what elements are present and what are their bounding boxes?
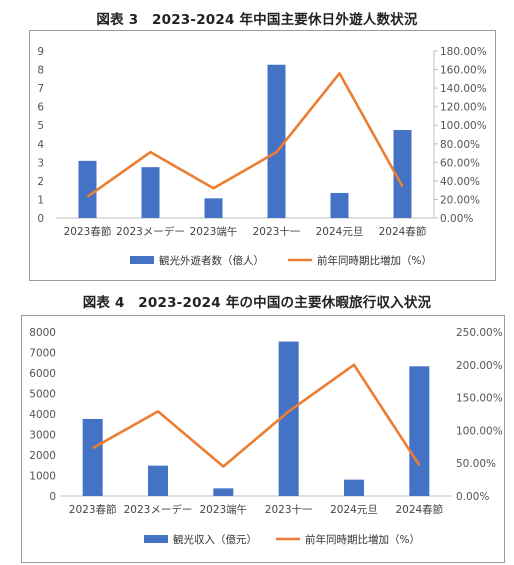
- left-axis-tick-label: 8000: [29, 327, 56, 339]
- category-label: 2023十一: [253, 225, 301, 238]
- right-axis-tick-label: 0.00%: [440, 213, 473, 225]
- legend-label-line: 前年同時期比増加（%）: [317, 254, 432, 267]
- bar: [344, 479, 364, 496]
- bar: [204, 198, 223, 218]
- left-axis-tick-label: 2000: [29, 450, 56, 462]
- bar: [213, 488, 234, 496]
- right-axis-tick-label: 150.00%: [456, 393, 503, 405]
- legend-label-bar: 観光収入（億元）: [173, 533, 257, 546]
- left-axis-tick-label: 4000: [29, 409, 56, 421]
- right-axis-tick-label: 20.00%: [440, 194, 480, 206]
- series-line: [92, 363, 421, 468]
- category-label: 2023十一: [265, 503, 313, 516]
- category-label: 2023春節: [69, 503, 117, 516]
- right-axis-tick-label: 80.00%: [440, 139, 480, 151]
- category-label: 2024春節: [395, 503, 443, 516]
- bar: [409, 366, 430, 496]
- bar: [267, 64, 286, 218]
- bar: [78, 160, 97, 218]
- category-label: 2023端午: [199, 503, 247, 516]
- category-label: 2024元旦: [330, 504, 378, 516]
- bar: [148, 465, 168, 496]
- bar: [393, 130, 412, 218]
- legend-swatch-bar: [130, 256, 154, 264]
- left-axis-tick-label: 0: [37, 213, 44, 225]
- left-axis-tick-label: 4: [37, 139, 44, 151]
- bar: [278, 341, 299, 496]
- legend-label-bar: 観光外遊者数（億人）: [159, 254, 264, 267]
- legend-label-line: 前年同時期比増加（%）: [305, 533, 420, 546]
- bar: [141, 167, 160, 218]
- right-axis-tick-label: 200.00%: [456, 360, 503, 372]
- bar: [82, 418, 103, 496]
- left-axis-tick-label: 1000: [29, 471, 56, 483]
- left-axis-tick-label: 3: [37, 157, 44, 169]
- left-axis-tick-label: 7: [37, 83, 44, 95]
- right-axis-tick-label: 160.00%: [440, 65, 487, 77]
- right-axis-tick-label: 120.00%: [440, 102, 487, 114]
- left-axis-tick-label: 2: [37, 176, 44, 188]
- right-axis-tick-label: 60.00%: [440, 157, 480, 169]
- chart-2-panel: 0 1000 2000 3000 4000 5000 6000 7000 8000 0.00% 50…: [21, 315, 505, 563]
- left-axis-tick-label: 8: [37, 65, 44, 77]
- category-label: 2023メーデー: [124, 503, 193, 516]
- chart-2-svg: 0 1000 2000 3000 4000 5000 6000 7000 8000 0.00% 50…: [29, 327, 503, 546]
- chart-1-svg: 0 1 2 3 4 5 6 7 8 9 0.00% 20.00% 40.00% 60.00% 80.00% 1…: [37, 46, 487, 267]
- left-axis-tick-label: 7000: [29, 348, 56, 360]
- left-axis-tick-label: 6000: [29, 368, 56, 380]
- right-axis-tick-label: 0.00%: [456, 491, 489, 503]
- right-axis-tick-label: 100.00%: [440, 120, 487, 132]
- right-axis-tick-label: 40.00%: [440, 176, 480, 188]
- left-axis-tick-label: 9: [37, 46, 44, 58]
- chart-1-title: 図表 3 2023-2024 年中国主要休日外遊人数状況: [96, 12, 418, 28]
- right-axis-tick-label: 100.00%: [456, 425, 503, 437]
- right-axis-tick-label: 180.00%: [440, 46, 487, 58]
- category-label: 2023メーデー: [116, 225, 185, 238]
- category-label: 2024元旦: [316, 226, 364, 238]
- category-label: 2023端午: [190, 225, 238, 238]
- left-axis-tick-label: 5: [37, 120, 44, 132]
- left-axis-tick-label: 3000: [29, 430, 56, 442]
- right-axis-tick-label: 50.00%: [456, 458, 496, 470]
- left-axis-tick-label: 1: [37, 194, 44, 206]
- left-axis-tick-label: 6: [37, 102, 44, 114]
- category-label: 2023春節: [64, 225, 112, 238]
- category-label: 2024春節: [379, 225, 427, 238]
- left-axis-tick-label: 5000: [29, 389, 56, 401]
- right-axis-tick-label: 250.00%: [456, 327, 503, 339]
- chart-2-title: 図表 4 2023-2024 年の中国の主要休暇旅行収入状況: [82, 295, 432, 311]
- right-axis-tick-label: 140.00%: [440, 83, 487, 95]
- series-line: [86, 71, 404, 198]
- legend-swatch-bar: [144, 535, 168, 543]
- bar: [330, 192, 349, 218]
- left-axis-tick-label: 0: [49, 491, 56, 503]
- chart-1-panel: 0 1 2 3 4 5 6 7 8 9 0.00% 20.00% 40.00% 60.00% 80.00% 1…: [29, 30, 496, 281]
